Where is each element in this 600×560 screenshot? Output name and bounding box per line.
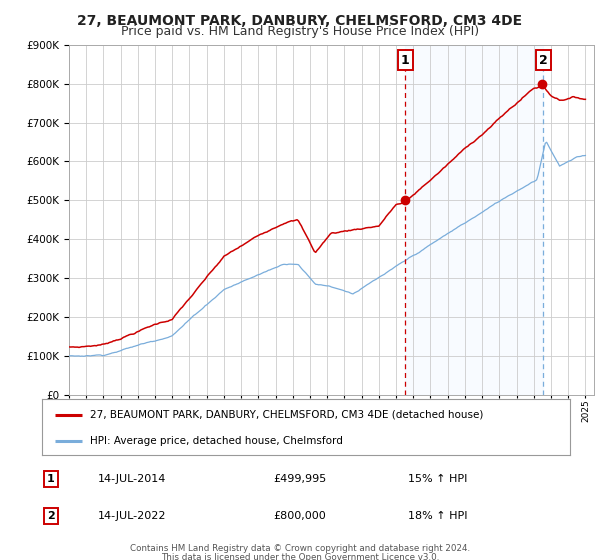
- Text: 1: 1: [47, 474, 55, 484]
- Text: HPI: Average price, detached house, Chelmsford: HPI: Average price, detached house, Chel…: [89, 436, 343, 446]
- Text: Price paid vs. HM Land Registry's House Price Index (HPI): Price paid vs. HM Land Registry's House …: [121, 25, 479, 38]
- Text: Contains HM Land Registry data © Crown copyright and database right 2024.: Contains HM Land Registry data © Crown c…: [130, 544, 470, 553]
- Bar: [406, 45, 543, 395]
- Text: 15% ↑ HPI: 15% ↑ HPI: [409, 474, 467, 484]
- Text: 2: 2: [539, 54, 547, 67]
- Text: 14-JUL-2022: 14-JUL-2022: [98, 511, 166, 521]
- Text: 27, BEAUMONT PARK, DANBURY, CHELMSFORD, CM3 4DE: 27, BEAUMONT PARK, DANBURY, CHELMSFORD, …: [77, 14, 523, 28]
- Text: 27, BEAUMONT PARK, DANBURY, CHELMSFORD, CM3 4DE (detached house): 27, BEAUMONT PARK, DANBURY, CHELMSFORD, …: [89, 410, 483, 420]
- Text: 2: 2: [47, 511, 55, 521]
- Text: This data is licensed under the Open Government Licence v3.0.: This data is licensed under the Open Gov…: [161, 553, 439, 560]
- Text: 14-JUL-2014: 14-JUL-2014: [98, 474, 166, 484]
- Text: 1: 1: [401, 54, 410, 67]
- Text: £800,000: £800,000: [274, 511, 326, 521]
- Text: 18% ↑ HPI: 18% ↑ HPI: [408, 511, 468, 521]
- Text: £499,995: £499,995: [274, 474, 326, 484]
